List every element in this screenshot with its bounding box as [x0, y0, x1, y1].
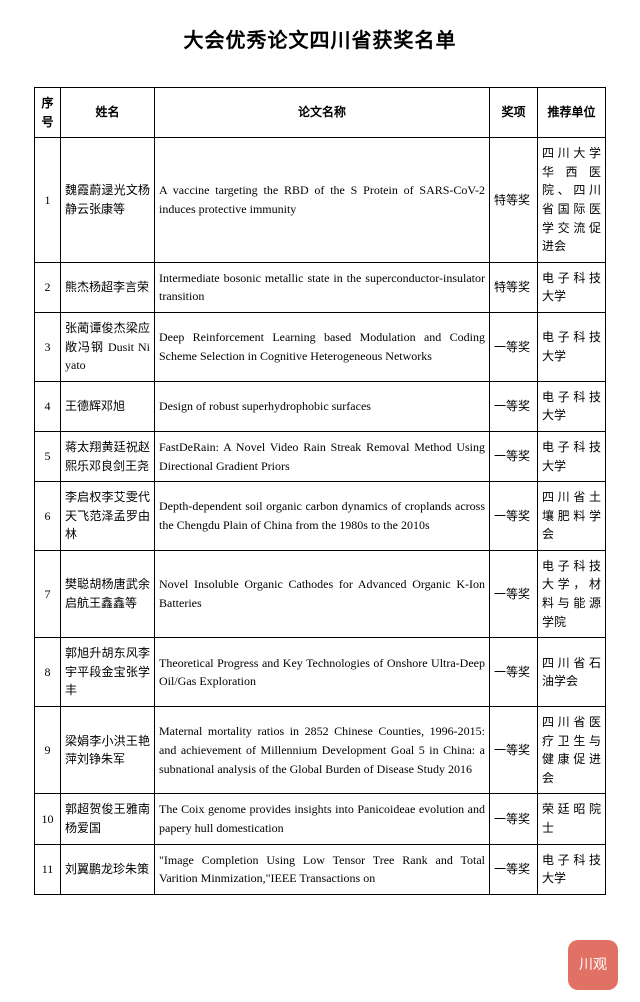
table-row: 7 樊聪胡杨唐武余启航王鑫鑫等 Novel Insoluble Organic … [35, 550, 606, 637]
cell-award: 特等奖 [490, 138, 538, 263]
cell-paper: Design of robust superhydrophobic surfac… [155, 381, 490, 431]
cell-paper: FastDeRain: A Novel Video Rain Streak Re… [155, 431, 490, 481]
cell-name: 刘翼鹏龙珍朱策 [61, 844, 155, 894]
cell-award: 一等奖 [490, 482, 538, 551]
cell-name: 熊杰杨超李言荣 [61, 262, 155, 312]
page-title: 大会优秀论文四川省获奖名单 [34, 24, 606, 53]
table-row: 8 郭旭升胡东风李宇平段金宝张学丰 Theoretical Progress a… [35, 638, 606, 707]
cell-name: 樊聪胡杨唐武余启航王鑫鑫等 [61, 550, 155, 637]
cell-index: 1 [35, 138, 61, 263]
cell-name: 张蔺谭俊杰梁应敞冯钢 Dusit Niyato [61, 312, 155, 381]
cell-name: 李启权李艾雯代天飞范泽孟罗由林 [61, 482, 155, 551]
cell-org: 电子科技大学 [538, 381, 606, 431]
table-row: 3 张蔺谭俊杰梁应敞冯钢 Dusit Niyato Deep Reinforce… [35, 312, 606, 381]
cell-award: 一等奖 [490, 638, 538, 707]
cell-index: 6 [35, 482, 61, 551]
cell-org: 电子科技大学 [538, 431, 606, 481]
cell-award: 一等奖 [490, 794, 538, 844]
cell-award: 一等奖 [490, 312, 538, 381]
col-header-org: 推荐单位 [538, 88, 606, 138]
cell-name: 蒋太翔黄廷祝赵熙乐邓良剑王尧 [61, 431, 155, 481]
cell-index: 7 [35, 550, 61, 637]
cell-name: 梁娟李小洪王艳萍刘铮朱军 [61, 707, 155, 794]
cell-award: 一等奖 [490, 381, 538, 431]
cell-index: 5 [35, 431, 61, 481]
cell-org: 电子科技大学 [538, 262, 606, 312]
col-header-award: 奖项 [490, 88, 538, 138]
cell-name: 郭超贺俊王雅南杨爱国 [61, 794, 155, 844]
cell-name: 郭旭升胡东风李宇平段金宝张学丰 [61, 638, 155, 707]
cell-award: 一等奖 [490, 431, 538, 481]
table-row: 5 蒋太翔黄廷祝赵熙乐邓良剑王尧 FastDeRain: A Novel Vid… [35, 431, 606, 481]
table-row: 1 魏霞蔚逯光文杨静云张康等 A vaccine targeting the R… [35, 138, 606, 263]
table-row: 10 郭超贺俊王雅南杨爱国 The Coix genome provides i… [35, 794, 606, 844]
cell-paper: The Coix genome provides insights into P… [155, 794, 490, 844]
cell-paper: Intermediate bosonic metallic state in t… [155, 262, 490, 312]
cell-paper: "Image Completion Using Low Tensor Tree … [155, 844, 490, 894]
cell-paper: Maternal mortality ratios in 2852 Chines… [155, 707, 490, 794]
cell-org: 荣廷昭院士 [538, 794, 606, 844]
cell-paper: Theoretical Progress and Key Technologie… [155, 638, 490, 707]
cell-name: 王德辉邓旭 [61, 381, 155, 431]
col-header-paper: 论文名称 [155, 88, 490, 138]
cell-index: 3 [35, 312, 61, 381]
table-row: 11 刘翼鹏龙珍朱策 "Image Completion Using Low T… [35, 844, 606, 894]
table-row: 9 梁娟李小洪王艳萍刘铮朱军 Maternal mortality ratios… [35, 707, 606, 794]
cell-paper: A vaccine targeting the RBD of the S Pro… [155, 138, 490, 263]
table-row: 6 李启权李艾雯代天飞范泽孟罗由林 Depth-dependent soil o… [35, 482, 606, 551]
table-header-row: 序号 姓名 论文名称 奖项 推荐单位 [35, 88, 606, 138]
cell-org: 四川省石油学会 [538, 638, 606, 707]
cell-org: 电子科技大学 [538, 312, 606, 381]
cell-paper: Deep Reinforcement Learning based Modula… [155, 312, 490, 381]
cell-paper: Novel Insoluble Organic Cathodes for Adv… [155, 550, 490, 637]
cell-name: 魏霞蔚逯光文杨静云张康等 [61, 138, 155, 263]
cell-org: 四川省医疗卫生与健康促进会 [538, 707, 606, 794]
watermark-badge: 川观 [568, 940, 618, 990]
col-header-name: 姓名 [61, 88, 155, 138]
cell-org: 四川省土壤肥料学会 [538, 482, 606, 551]
cell-index: 11 [35, 844, 61, 894]
cell-index: 9 [35, 707, 61, 794]
table-row: 4 王德辉邓旭 Design of robust superhydrophobi… [35, 381, 606, 431]
col-header-index: 序号 [35, 88, 61, 138]
cell-org: 电子科技大学 [538, 844, 606, 894]
cell-org: 四川大学华西医院、四川省国际医学交流促进会 [538, 138, 606, 263]
cell-award: 一等奖 [490, 550, 538, 637]
cell-award: 特等奖 [490, 262, 538, 312]
cell-index: 4 [35, 381, 61, 431]
document-page: 大会优秀论文四川省获奖名单 序号 姓名 论文名称 奖项 推荐单位 1 魏霞蔚逯光… [0, 0, 640, 1002]
cell-index: 2 [35, 262, 61, 312]
table-body: 1 魏霞蔚逯光文杨静云张康等 A vaccine targeting the R… [35, 138, 606, 895]
cell-award: 一等奖 [490, 844, 538, 894]
cell-index: 10 [35, 794, 61, 844]
cell-award: 一等奖 [490, 707, 538, 794]
cell-index: 8 [35, 638, 61, 707]
award-table: 序号 姓名 论文名称 奖项 推荐单位 1 魏霞蔚逯光文杨静云张康等 A vacc… [34, 87, 606, 895]
table-row: 2 熊杰杨超李言荣 Intermediate bosonic metallic … [35, 262, 606, 312]
cell-org: 电子科技大学，材料与能源学院 [538, 550, 606, 637]
cell-paper: Depth-dependent soil organic carbon dyna… [155, 482, 490, 551]
